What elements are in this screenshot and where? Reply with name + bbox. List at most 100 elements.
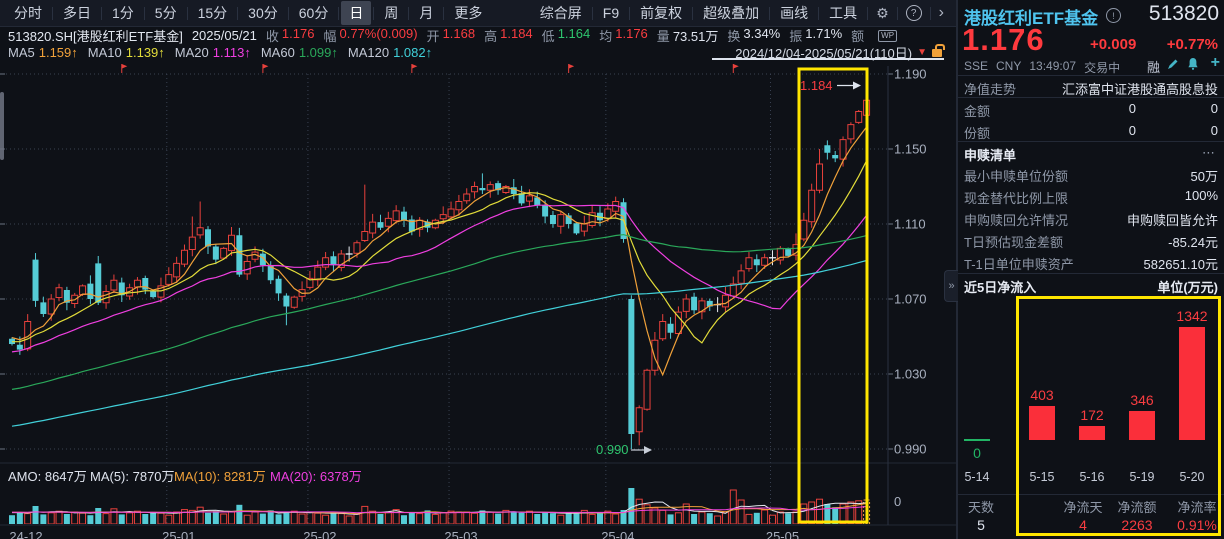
volume-bar[interactable]: [776, 511, 784, 524]
volume-bar[interactable]: [87, 515, 94, 524]
volume-bar[interactable]: [337, 513, 345, 524]
candle[interactable]: [753, 254, 760, 272]
candle[interactable]: [259, 248, 266, 272]
candle[interactable]: [188, 216, 196, 257]
volume-bar[interactable]: [729, 489, 737, 524]
volume-bar[interactable]: [408, 512, 415, 524]
volume-bar[interactable]: [580, 509, 588, 524]
volume-bar[interactable]: [205, 512, 211, 524]
candle[interactable]: [173, 256, 181, 283]
candle[interactable]: [322, 252, 330, 271]
volume-bar[interactable]: [102, 513, 110, 524]
candle[interactable]: [659, 314, 667, 341]
candle[interactable]: [667, 317, 674, 339]
volume-bar[interactable]: [785, 513, 792, 524]
candle[interactable]: [832, 150, 839, 163]
volume-bar[interactable]: [220, 513, 228, 524]
candle[interactable]: [361, 184, 369, 242]
volume-bar[interactable]: [353, 513, 361, 524]
volume-bar[interactable]: [424, 510, 431, 524]
volume-bar[interactable]: [542, 512, 549, 524]
volume-bar[interactable]: [737, 499, 745, 524]
volume-bar[interactable]: [549, 513, 556, 524]
flag-icon[interactable]: [121, 64, 128, 69]
volume-bar[interactable]: [47, 512, 55, 524]
candle[interactable]: [275, 275, 282, 301]
candle[interactable]: [196, 201, 204, 239]
volume-bar[interactable]: [510, 512, 517, 524]
volume-bar[interactable]: [628, 488, 635, 524]
volume-bar[interactable]: [824, 504, 831, 524]
volume-bar[interactable]: [361, 505, 369, 524]
more-icon[interactable]: ⋯: [1202, 145, 1216, 160]
candle[interactable]: [557, 211, 565, 234]
volume-bar[interactable]: [612, 513, 620, 524]
candle[interactable]: [682, 294, 690, 319]
volume-bar[interactable]: [416, 513, 424, 524]
volume-bar[interactable]: [855, 500, 863, 524]
volume-bar[interactable]: [832, 507, 839, 524]
flow-bar[interactable]: [1029, 406, 1055, 440]
candle[interactable]: [447, 201, 455, 220]
volume-bar[interactable]: [557, 514, 565, 524]
volume-bar[interactable]: [55, 510, 63, 524]
left-scroll-indicator[interactable]: [0, 92, 4, 160]
period-tab-6[interactable]: 30分: [248, 5, 278, 21]
volume-bar[interactable]: [659, 509, 667, 524]
add-to-watchlist-icon[interactable]: +: [1210, 54, 1220, 71]
candle[interactable]: [401, 206, 407, 227]
date-range-group[interactable]: 2024/12/04-2025/05/21(110日) ▼: [735, 43, 956, 62]
toolbar-button-3[interactable]: 前复权: [640, 5, 683, 21]
volume-bar[interactable]: [243, 514, 251, 524]
volume-bar[interactable]: [816, 498, 824, 524]
period-tab-9[interactable]: 周: [384, 5, 399, 21]
wp-badge-icon[interactable]: WP: [878, 29, 898, 42]
candle[interactable]: [816, 149, 824, 194]
candle[interactable]: [847, 122, 855, 144]
volume-bar[interactable]: [674, 512, 682, 524]
volume-bar[interactable]: [251, 511, 259, 524]
unlock-icon[interactable]: [932, 44, 945, 57]
period-tab-3[interactable]: 1分: [112, 5, 134, 21]
candle[interactable]: [290, 295, 298, 309]
volume-bar[interactable]: [228, 511, 236, 524]
candle[interactable]: [525, 189, 533, 208]
volume-bar[interactable]: [439, 512, 447, 524]
volume-bar[interactable]: [369, 510, 377, 524]
candle[interactable]: [573, 221, 580, 235]
period-tab-4[interactable]: 5分: [154, 5, 177, 21]
candle[interactable]: [306, 270, 314, 290]
volume-bar[interactable]: [463, 511, 471, 524]
volume-bar[interactable]: [518, 512, 525, 524]
candle[interactable]: [32, 253, 39, 307]
info-icon[interactable]: !: [1106, 8, 1121, 23]
kline-chart[interactable]: 1.190 1.150 1.110 1.070 1.030 0.990 24-12 25-01…: [0, 60, 958, 539]
candle[interactable]: [542, 200, 549, 224]
candle[interactable]: [588, 205, 596, 228]
volume-bar[interactable]: [706, 513, 713, 524]
candle[interactable]: [518, 185, 525, 206]
candle[interactable]: [243, 254, 251, 280]
volume-bar[interactable]: [691, 514, 698, 524]
candle[interactable]: [628, 295, 635, 449]
volume-bar[interactable]: [635, 498, 643, 524]
candle[interactable]: [785, 247, 792, 258]
volume-bar[interactable]: [150, 512, 157, 524]
volume-bar[interactable]: [565, 512, 572, 524]
candle[interactable]: [110, 274, 118, 293]
volume-bar[interactable]: [275, 514, 282, 524]
volume-bar[interactable]: [290, 510, 298, 524]
period-tab-10[interactable]: 月: [419, 5, 434, 21]
volume-bar[interactable]: [714, 515, 722, 524]
volume-bar[interactable]: [486, 511, 494, 524]
period-tab-7[interactable]: 60分: [298, 5, 329, 21]
candle[interactable]: [643, 368, 651, 411]
volume-bar[interactable]: [377, 514, 384, 524]
candle[interactable]: [377, 214, 384, 230]
nav-trend-row[interactable]: 净值走势 汇添富中证港股通高股息投: [958, 79, 1224, 97]
volume-bar[interactable]: [431, 513, 439, 524]
volume-bar[interactable]: [133, 510, 141, 524]
candle[interactable]: [549, 210, 556, 228]
volume-bar[interactable]: [298, 513, 306, 524]
volume-bar[interactable]: [173, 511, 181, 524]
